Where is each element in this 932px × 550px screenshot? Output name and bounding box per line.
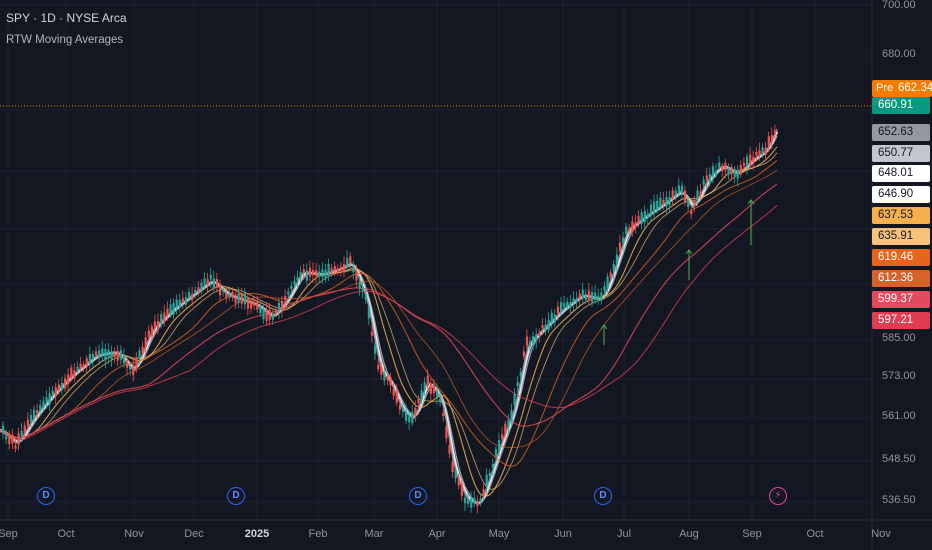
chart-legend[interactable]: SPY · 1D · NYSE Arca RTW Moving Averages: [6, 10, 127, 48]
x-tick: Sep: [742, 528, 762, 540]
ma-price-label: 635.91: [872, 228, 930, 245]
symbol-title[interactable]: SPY · 1D · NYSE Arca: [6, 11, 127, 25]
ma-price-label: 597.21: [872, 312, 930, 329]
ma-price-label: 637.53: [872, 207, 930, 224]
x-tick: Mar: [364, 528, 384, 540]
indicator-name[interactable]: RTW Moving Averages: [6, 34, 124, 46]
y-tick: 548.50: [882, 453, 916, 465]
y-tick: 561.00: [882, 410, 916, 422]
y-tick: 680.00: [882, 48, 916, 60]
dividend-event-icon[interactable]: D: [37, 487, 55, 505]
x-tick: May: [488, 528, 510, 540]
ma-price-label: 619.46: [872, 249, 930, 266]
dividend-event-icon[interactable]: D: [227, 487, 245, 505]
pre-market-tag: Pre: [872, 80, 898, 97]
ma-price-label: 650.77: [872, 145, 930, 162]
dividend-event-icon[interactable]: D: [594, 487, 612, 505]
x-tick: Sep: [0, 528, 18, 540]
x-tick-year: 2025: [244, 528, 270, 540]
y-tick: 536.50: [882, 494, 916, 506]
x-tick: Oct: [806, 528, 824, 540]
x-tick: Aug: [679, 528, 699, 540]
x-tick: Oct: [57, 528, 75, 540]
x-tick: Apr: [428, 528, 446, 540]
ma-price-label: 660.91: [872, 97, 930, 114]
ma-price-label: 646.90: [872, 186, 930, 203]
ma-price-label: 652.63: [872, 124, 930, 141]
y-tick: 700.00: [882, 0, 916, 11]
ma-price-label: 648.01: [872, 165, 930, 182]
pre-market-price: 662.34: [895, 80, 932, 97]
x-tick: Nov: [871, 528, 891, 540]
ma-price-label: 599.37: [872, 291, 930, 308]
split-event-icon[interactable]: ⚡: [769, 487, 787, 505]
y-tick: 573.00: [882, 370, 916, 382]
x-tick: Feb: [308, 528, 328, 540]
x-tick: Jun: [554, 528, 572, 540]
x-tick: Jul: [616, 528, 632, 540]
y-tick: 585.00: [882, 332, 916, 344]
dividend-event-icon[interactable]: D: [409, 487, 427, 505]
ma-price-label: 612.36: [872, 270, 930, 287]
x-tick: Dec: [184, 528, 204, 540]
x-tick: Nov: [124, 528, 144, 540]
